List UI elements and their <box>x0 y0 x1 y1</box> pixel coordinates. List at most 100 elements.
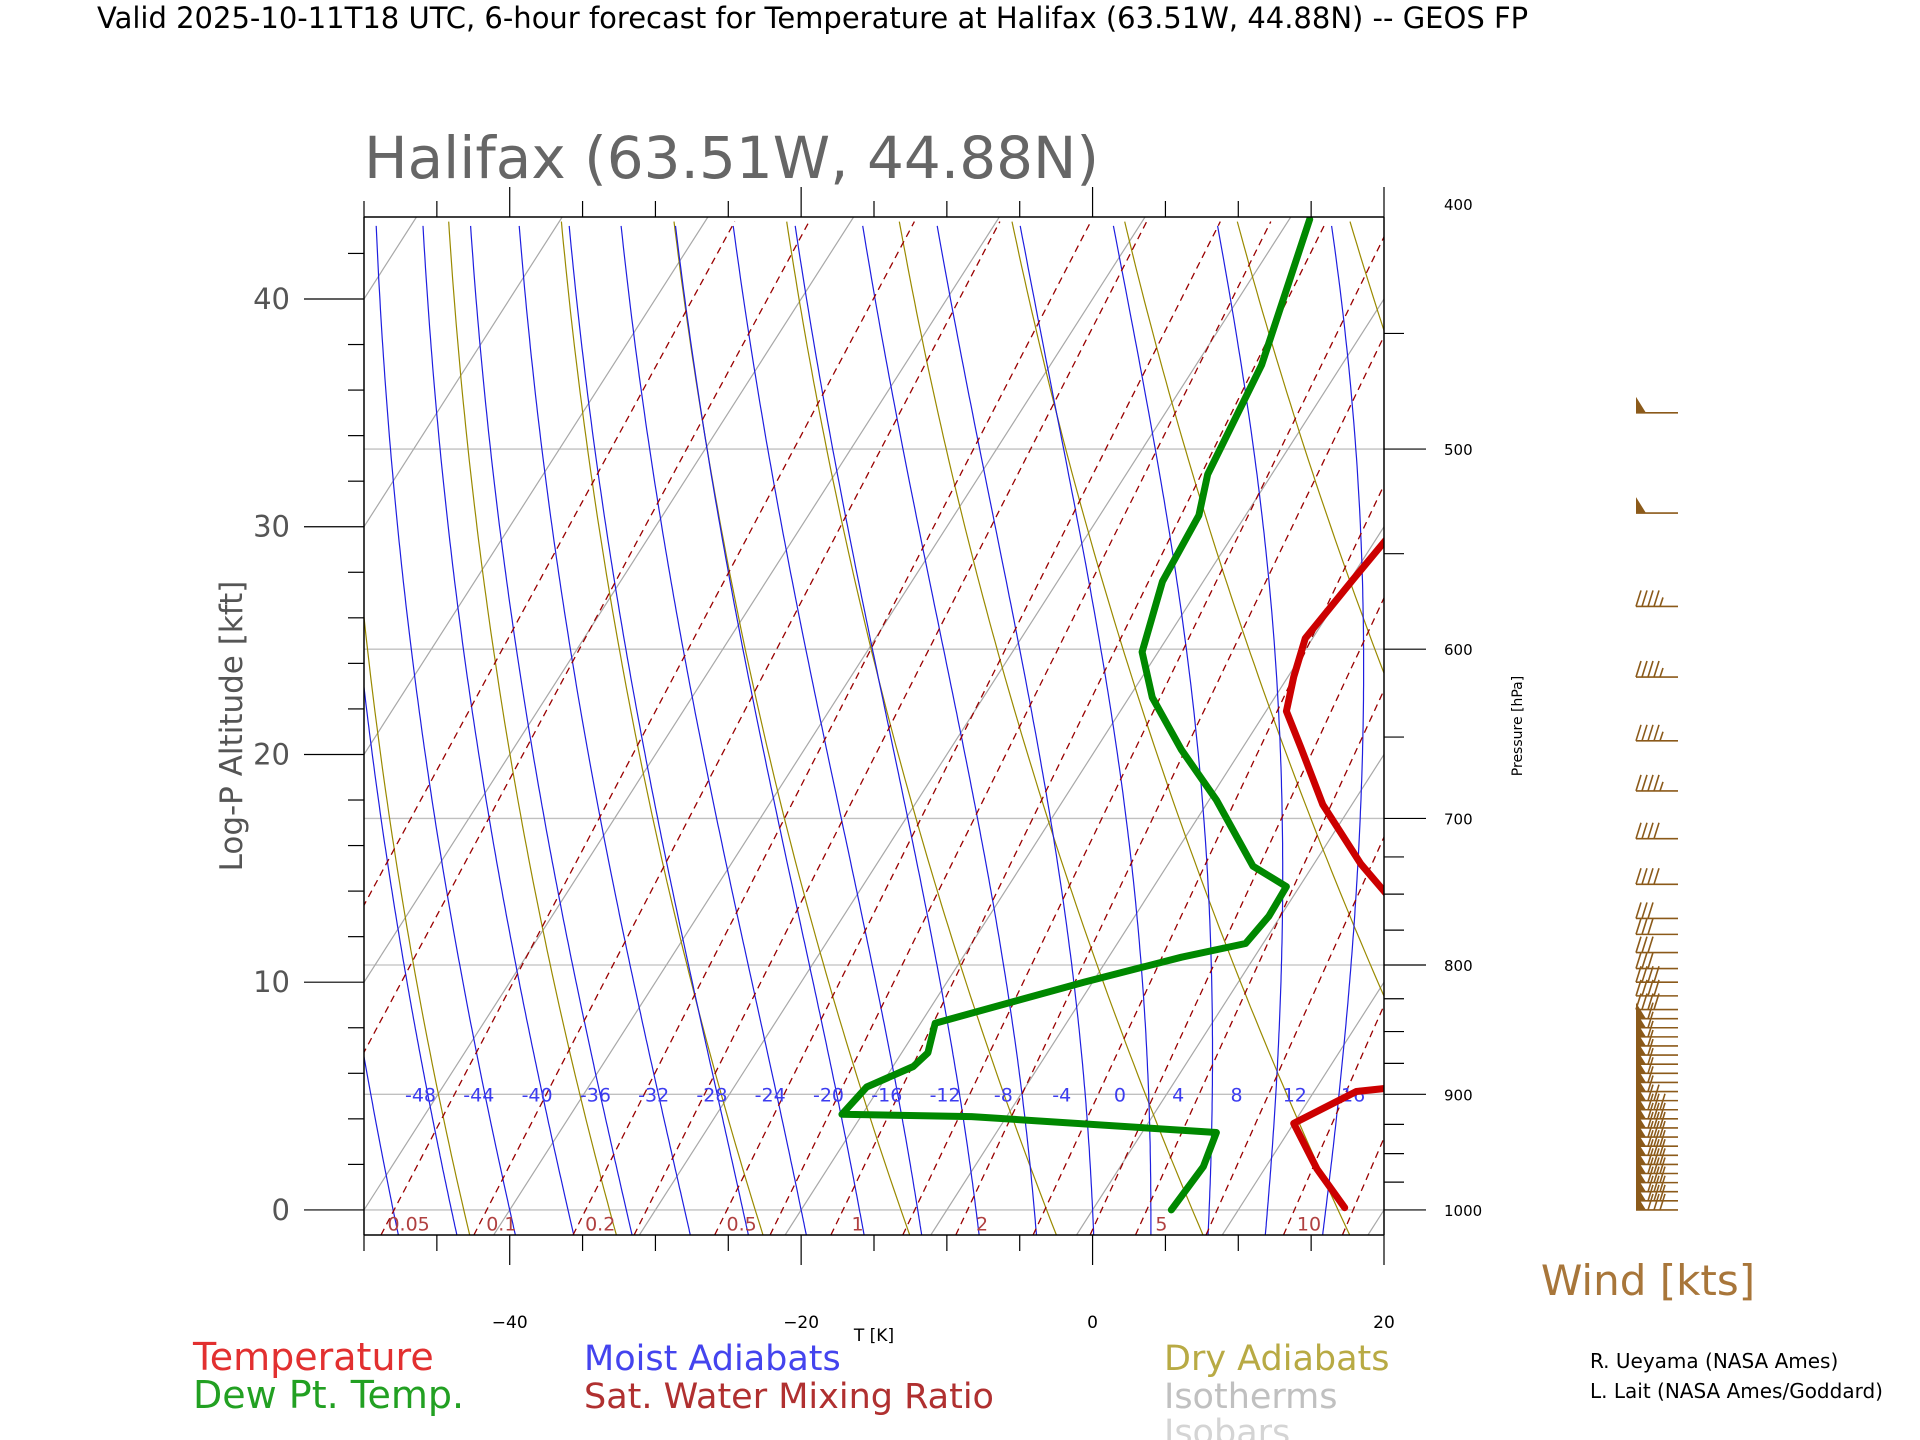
dry-adiabat-350 <box>1688 222 1920 1235</box>
wind-half-barb <box>1659 781 1664 792</box>
wind-pennant <box>1636 1020 1646 1037</box>
moist-adiabat-label: -8 <box>994 1084 1013 1106</box>
dry-adiabat-lines <box>364 221 1920 1235</box>
wind-full-barb <box>1635 774 1642 792</box>
isotherm-40 <box>1659 217 1920 1235</box>
mixing-ratio-line-4 <box>1089 596 1384 1235</box>
wind-full-barb <box>1647 1148 1654 1165</box>
wind-full-barb <box>1647 660 1654 678</box>
wind-full-barb <box>1647 1157 1654 1174</box>
mixing-ratio-line-16 <box>1390 222 1831 1235</box>
wind-half-barb <box>1659 597 1664 607</box>
isotherm--20 <box>784 297 1384 1235</box>
wind-full-barb <box>1653 774 1660 792</box>
wind-full-barb <box>1647 1129 1654 1147</box>
wind-half-barb <box>1659 667 1664 678</box>
legend-mixing-ratio: Sat. Water Mixing Ratio <box>584 1377 994 1417</box>
moist-adiabat-label: -24 <box>755 1084 786 1106</box>
wind-full-barb <box>1659 1129 1666 1147</box>
isotherm--110 <box>0 217 125 1235</box>
moist-adiabat-label: -4 <box>1052 1084 1071 1106</box>
mixing-ratio-line-0.2 <box>572 221 1092 1235</box>
wind-full-barb <box>1647 952 1654 969</box>
credit-line-2: L. Lait (NASA Ames/Goddard) <box>1590 1379 1883 1403</box>
dry-adiabat-290 <box>1011 221 1351 1235</box>
wind-full-barb <box>1659 1166 1666 1183</box>
wind-full-barb <box>1647 724 1654 742</box>
pressure-tick-label: 700 <box>1444 810 1473 828</box>
moist-adiabat--32 <box>470 225 633 1235</box>
wind-label: Wind [kts] <box>1541 1256 1755 1305</box>
wind-full-barb <box>1659 1148 1666 1165</box>
chart-title: Halifax (63.51W, 44.88N) <box>364 124 1099 192</box>
mixing-ratio-line-0.3 <box>633 221 1148 1235</box>
legend-moist-adiabats: Moist Adiabats <box>584 1339 841 1379</box>
wind-full-barb <box>1635 868 1642 885</box>
y-tick-label: 30 <box>253 510 290 544</box>
wind-barb <box>1636 1148 1678 1166</box>
wind-barb <box>1635 724 1678 742</box>
wind-barb <box>1635 822 1678 840</box>
wind-barb <box>1635 660 1678 678</box>
wind-barbs <box>1635 396 1678 1211</box>
wind-barb <box>1635 590 1678 608</box>
legend-temperature: Temperature <box>192 1335 434 1379</box>
wind-full-barb <box>1647 590 1654 607</box>
y-axis-pressure: 1000900800700600500400300200 <box>1384 196 1482 1220</box>
mixing-ratio-line-25 <box>1496 222 1920 1235</box>
x-axis-label: T [K] <box>853 1326 894 1346</box>
pressure-tick-label: 600 <box>1444 641 1473 659</box>
isotherm-30 <box>1514 217 1920 1235</box>
legend: Temperature Dew Pt. Temp. Moist Adiabats… <box>192 1335 1390 1440</box>
y-axis-altitude: 0 10 20 30 40 <box>253 217 365 1235</box>
wind-barb <box>1636 396 1678 414</box>
mixing-ratio-label: 1 <box>851 1214 863 1236</box>
moist-adiabat-label: 12 <box>1283 1084 1307 1106</box>
wind-full-barb <box>1641 822 1648 839</box>
wind-barb <box>1636 497 1678 514</box>
wind-full-barb <box>1653 1184 1660 1202</box>
isobar-lines <box>364 448 1384 1211</box>
wind-full-barb <box>1653 1157 1660 1174</box>
dry-adiabat-310 <box>1236 221 1384 675</box>
wind-full-barb <box>1641 902 1648 919</box>
wind-full-barb <box>1635 936 1642 953</box>
moist-adiabat-label: -48 <box>405 1084 436 1106</box>
y-tick-label: 0 <box>272 1193 290 1227</box>
wind-full-barb <box>1659 1184 1666 1202</box>
wind-barb <box>1636 1102 1678 1120</box>
wind-barb <box>1635 902 1678 920</box>
moist-adiabat-0 <box>936 225 1095 1235</box>
mixing-ratio-line-30 <box>1540 222 1920 1235</box>
mixing-ratio-line-3 <box>1032 483 1384 1235</box>
profile-series <box>838 217 1384 1214</box>
wind-full-barb <box>1647 1175 1654 1192</box>
wind-full-barb <box>1659 1120 1666 1138</box>
moist-adiabat--4 <box>862 225 1038 1235</box>
wind-full-barb <box>1647 822 1654 839</box>
moist-adiabat--28 <box>518 225 691 1235</box>
moist-adiabat-label: -20 <box>813 1084 844 1106</box>
dry-adiabat-280 <box>898 221 1204 1235</box>
wind-full-barb <box>1647 1047 1654 1065</box>
mixing-ratio-label: 2 <box>976 1214 988 1236</box>
wind-full-barb <box>1647 868 1654 885</box>
wind-full-barb <box>1653 724 1660 742</box>
wind-full-barb <box>1641 868 1648 885</box>
wind-barb <box>1636 1020 1678 1038</box>
moist-adiabat-label: -40 <box>522 1084 553 1106</box>
wind-full-barb <box>1647 1011 1654 1028</box>
wind-full-barb <box>1647 1139 1654 1156</box>
dry-adiabat-360 <box>1801 222 1920 1235</box>
dry-adiabat-250 <box>560 221 764 1235</box>
mixing-ratio-line-0.5 <box>714 221 1221 1235</box>
wind-full-barb <box>1659 1102 1666 1120</box>
mixing-ratio-line-13 <box>1341 1136 1384 1235</box>
wind-full-barb <box>1647 1193 1654 1211</box>
wind-full-barb <box>1653 1148 1660 1165</box>
wind-full-barb <box>1641 918 1648 935</box>
pressure-tick-label: 1000 <box>1444 1202 1482 1220</box>
wind-full-barb <box>1653 1175 1660 1192</box>
wind-barb <box>1636 1002 1678 1020</box>
header-title: Valid 2025-10-11T18 UTC, 6-hour forecast… <box>97 1 1528 35</box>
